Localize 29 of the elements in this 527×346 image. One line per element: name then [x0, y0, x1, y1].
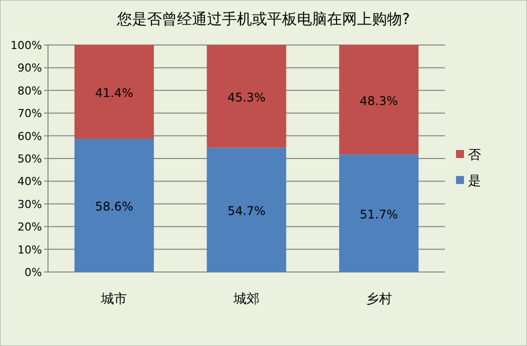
y-tick-label: 10%	[18, 243, 42, 256]
bar	[206, 148, 286, 272]
bar	[339, 154, 419, 272]
data-label: 54.7%	[227, 204, 266, 218]
x-tick-label: 乡村	[366, 292, 392, 307]
y-tick-label: 90%	[18, 62, 42, 75]
y-tick-label: 30%	[18, 198, 42, 211]
bar	[74, 138, 154, 272]
y-tick-label: 100%	[10, 39, 42, 52]
bar	[74, 45, 154, 139]
y-tick-label: 70%	[18, 107, 42, 120]
data-label: 41.4%	[95, 86, 134, 100]
data-label: 58.6%	[95, 199, 134, 214]
y-tick-label: 40%	[18, 175, 42, 188]
legend-label: 否	[468, 148, 481, 163]
y-tick-label: 20%	[18, 220, 42, 234]
y-tick-label: 80%	[18, 84, 42, 98]
bar	[339, 45, 419, 155]
data-label: 48.3%	[360, 94, 398, 108]
data-label: 51.7%	[360, 207, 398, 222]
chart-title: 您是否曾经通过手机或平板电脑在网上购物?	[116, 10, 410, 28]
x-tick-label: 城郊	[232, 292, 260, 307]
x-tick-label: 城市	[100, 292, 128, 307]
y-tick-label: 0%	[24, 266, 42, 279]
legend-label: 是	[468, 174, 481, 189]
y-tick-label: 50%	[18, 152, 42, 166]
data-label: 45.3%	[227, 90, 266, 104]
bar	[206, 45, 286, 148]
y-tick-label: 60%	[18, 130, 42, 143]
